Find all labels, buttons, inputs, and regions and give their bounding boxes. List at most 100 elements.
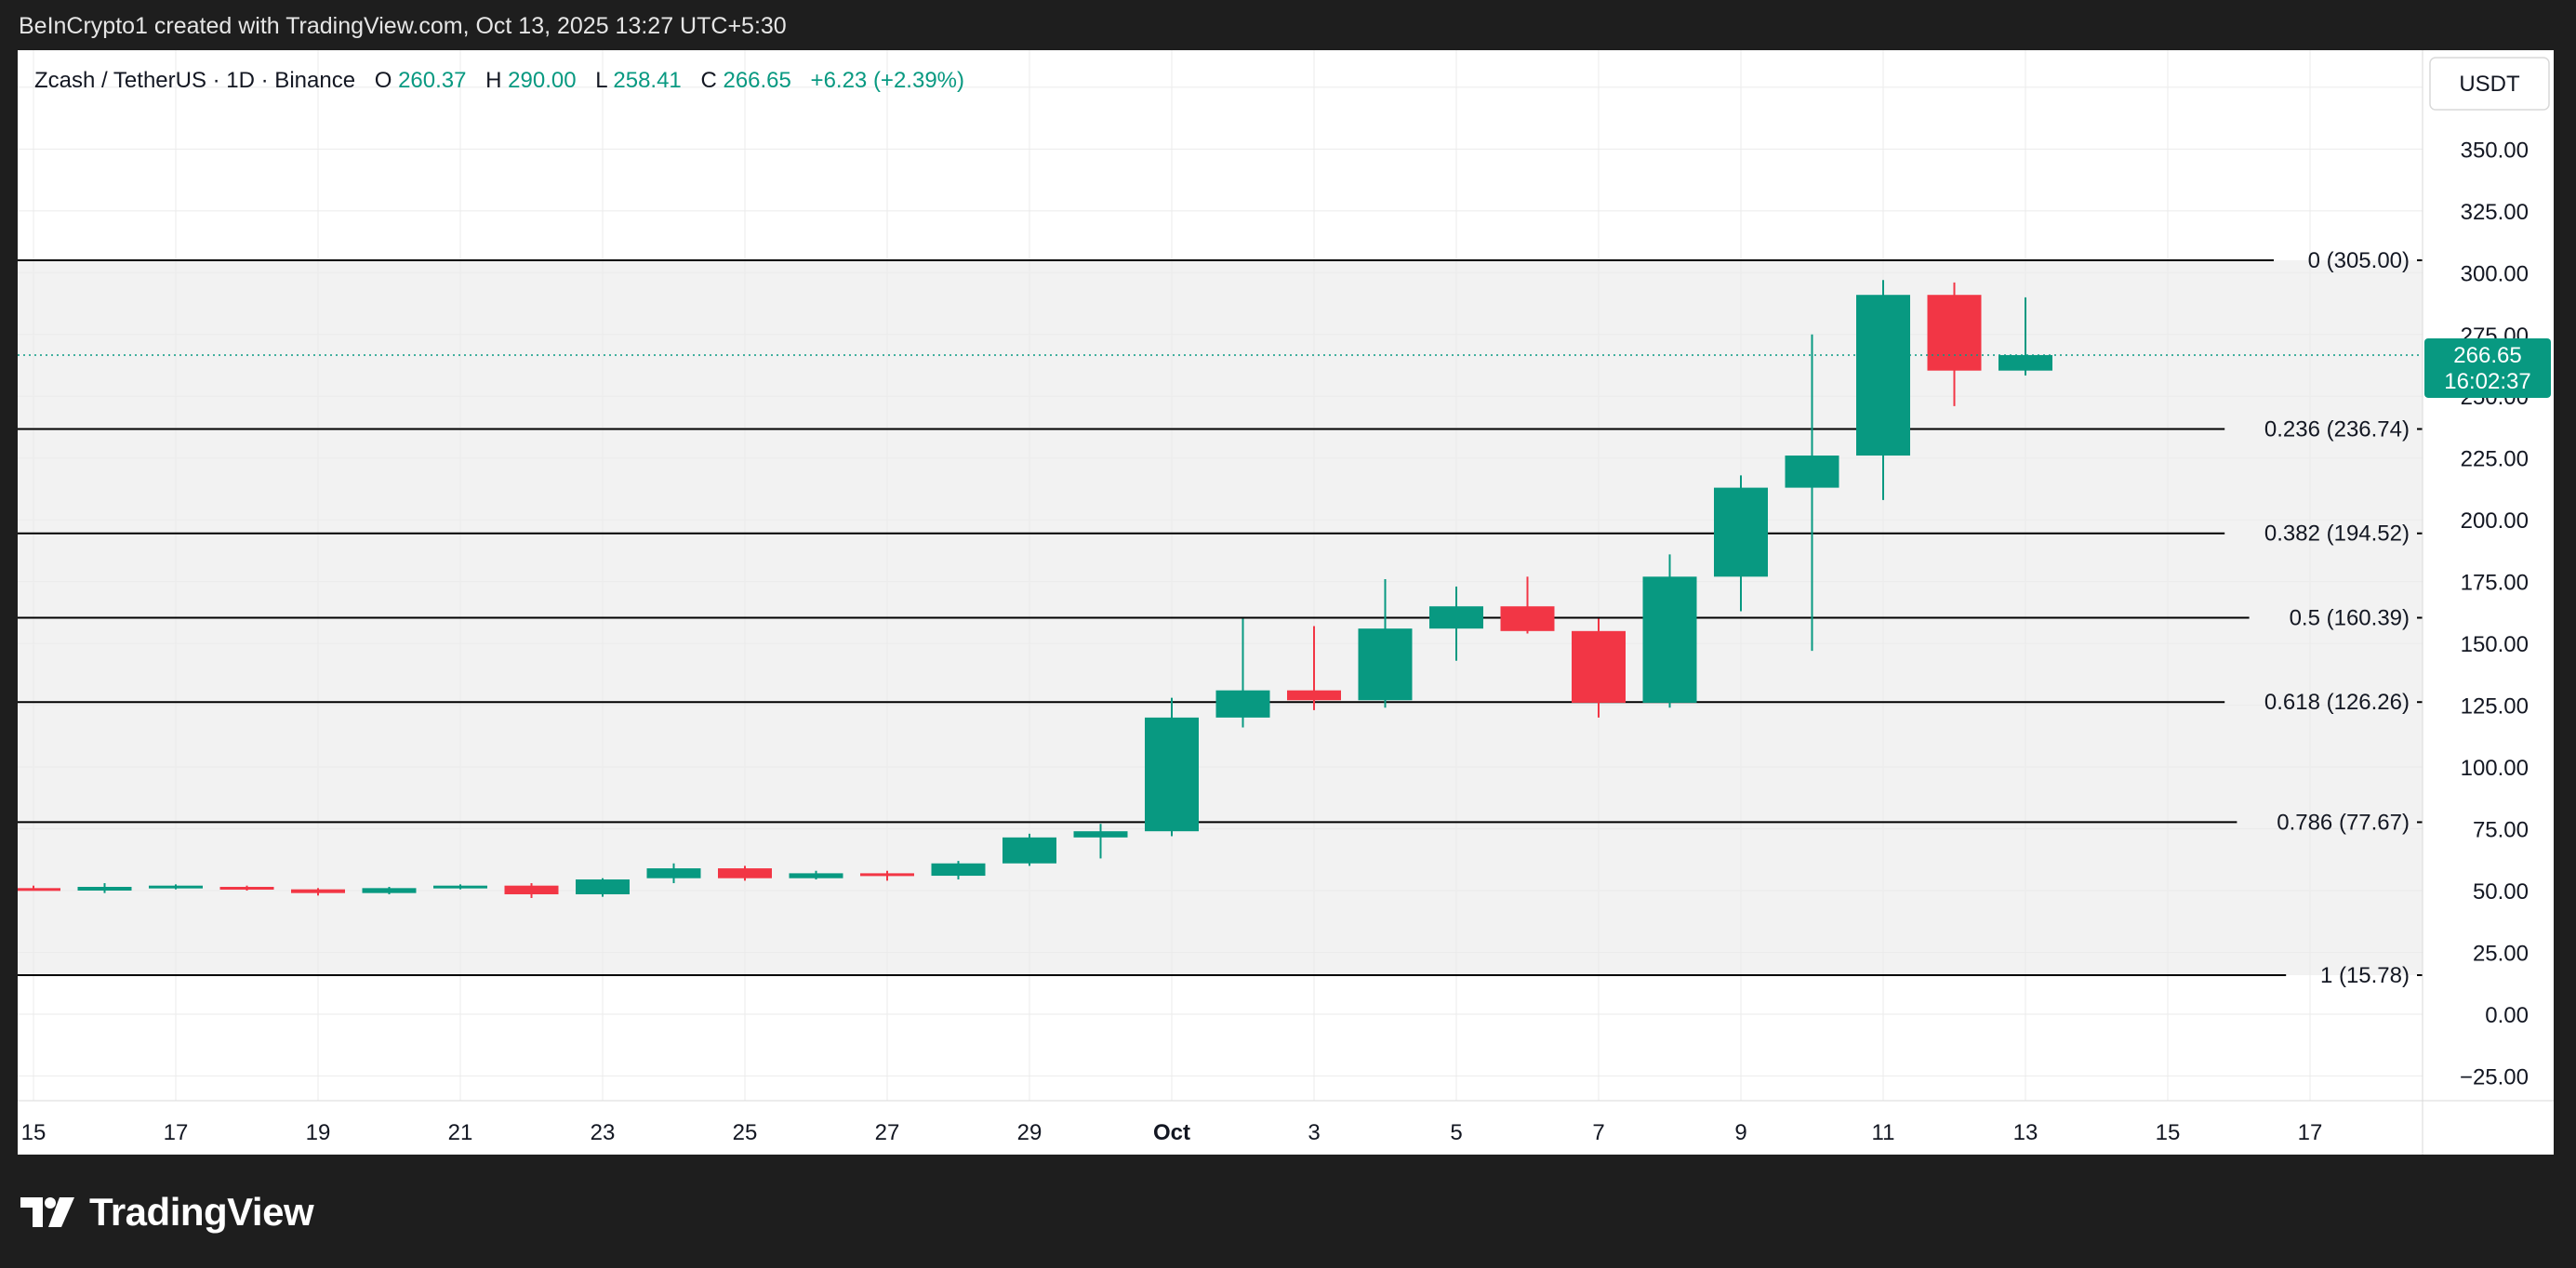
candle-body <box>1429 606 1483 629</box>
candle-body <box>1215 690 1270 718</box>
candle-body <box>291 889 345 893</box>
x-tick-label: 19 <box>306 1120 331 1145</box>
y-tick-label: 0.00 <box>2485 1003 2529 1028</box>
candle[interactable] <box>1927 282 1982 406</box>
candle-body <box>1998 354 2052 371</box>
currency-selector[interactable]: USDT <box>2429 57 2550 111</box>
candle-body <box>1856 295 1910 456</box>
x-tick-label: 9 <box>1734 1120 1746 1145</box>
candle[interactable] <box>576 878 630 897</box>
candle[interactable] <box>1642 554 1697 708</box>
low-label: L <box>595 68 607 93</box>
time-axis: 15 17 19 21 23 25 27 29 Oct 3 5 7 9 11 13 15 17 <box>21 1120 2323 1145</box>
x-tick-label: 7 <box>1592 1120 1604 1145</box>
high-label: H <box>485 68 501 93</box>
candle[interactable] <box>1998 297 2052 376</box>
close-value: 266.65 <box>723 68 790 93</box>
candle-body <box>1714 487 1768 577</box>
y-tick-label: 225.00 <box>2461 447 2529 472</box>
candle[interactable] <box>718 865 772 881</box>
candle-body <box>1927 295 1982 371</box>
tradingview-logo[interactable]: TradingView <box>20 1190 314 1235</box>
tradingview-logo-text: TradingView <box>89 1190 314 1234</box>
x-tick-label: 27 <box>875 1120 900 1145</box>
fib-level-label: 0 (305.00) <box>2308 248 2410 273</box>
x-tick-label: 11 <box>1872 1120 1895 1145</box>
candle[interactable] <box>504 883 559 898</box>
candle[interactable] <box>1145 697 1199 837</box>
y-tick-label: 200.00 <box>2461 509 2529 534</box>
candle-body <box>1785 456 1839 488</box>
candle-body <box>1358 628 1413 701</box>
candle-body <box>1145 717 1199 832</box>
y-tick-label: 300.00 <box>2461 261 2529 286</box>
x-tick-label: 25 <box>733 1120 758 1145</box>
candle[interactable] <box>1572 618 1626 718</box>
candle-body <box>149 885 203 889</box>
candle-body <box>1003 837 1056 864</box>
candle-body <box>860 873 914 877</box>
fib-level-label: 0.236 (236.74) <box>2264 416 2410 442</box>
x-tick-label: 13 <box>2013 1120 2038 1145</box>
candle-body <box>1073 831 1128 838</box>
tradingview-logo-icon <box>20 1197 74 1227</box>
candle[interactable] <box>1215 618 1270 728</box>
candle[interactable] <box>1429 586 1483 661</box>
candle[interactable] <box>291 888 345 896</box>
candle[interactable] <box>860 870 914 881</box>
symbol-title: Zcash / TetherUS · 1D · Binance <box>34 68 355 93</box>
candle[interactable] <box>1003 833 1056 866</box>
x-tick-label: 17 <box>164 1120 189 1145</box>
y-tick-label: 325.00 <box>2461 200 2529 225</box>
y-tick-label: −25.00 <box>2460 1064 2529 1090</box>
y-tick-label: 175.00 <box>2461 571 2529 596</box>
candle-body <box>77 887 132 891</box>
x-tick-label: 15 <box>21 1120 46 1145</box>
grid-lines <box>18 50 2423 1101</box>
fib-level-label: 0.382 (194.52) <box>2264 522 2410 547</box>
candle-body <box>789 873 843 878</box>
y-tick-label: 25.00 <box>2473 941 2529 966</box>
candle-body <box>362 888 417 893</box>
candle-body <box>576 879 630 894</box>
candle-body <box>1287 690 1341 701</box>
price-tag-countdown: 16:02:37 <box>2444 369 2530 394</box>
candle[interactable] <box>433 884 487 890</box>
candle[interactable] <box>789 870 843 880</box>
candle[interactable] <box>646 863 701 884</box>
open-value: 260.37 <box>398 68 466 93</box>
candle[interactable] <box>1500 576 1555 634</box>
candles <box>18 280 2052 898</box>
high-value: 290.00 <box>508 68 576 93</box>
x-tick-label: 21 <box>448 1120 473 1145</box>
candle-body <box>433 885 487 889</box>
candle[interactable] <box>1856 280 1910 500</box>
candle[interactable] <box>219 885 274 891</box>
x-tick-label: 17 <box>2298 1120 2323 1145</box>
open-label: O <box>375 68 392 93</box>
fibonacci-retracement: 0 (305.00) 0.236 (236.74) 0.382 (194.52) 0.… <box>18 248 2423 988</box>
y-tick-label: 125.00 <box>2461 694 2529 720</box>
candle[interactable] <box>1714 475 1768 612</box>
y-tick-label: 100.00 <box>2461 756 2529 781</box>
candle-body <box>1572 630 1626 703</box>
candlestick-chart[interactable]: 0 (305.00) 0.236 (236.74) 0.382 (194.52) 0.… <box>18 50 2554 1155</box>
candle[interactable] <box>149 884 203 890</box>
fib-level-label: 1 (15.78) <box>2320 963 2410 988</box>
candle[interactable] <box>18 885 60 892</box>
candle[interactable] <box>1073 824 1128 859</box>
chart-panel[interactable]: 0 (305.00) 0.236 (236.74) 0.382 (194.52) 0.… <box>18 50 2554 1155</box>
candle-body <box>1500 606 1555 631</box>
current-price-tag: 266.65 16:02:37 <box>2424 337 2551 398</box>
y-tick-label: 75.00 <box>2473 818 2529 843</box>
candle[interactable] <box>931 861 986 880</box>
candle[interactable] <box>77 883 132 893</box>
legend-line: Zcash / TetherUS · 1D · Binance O 260.37… <box>34 68 964 93</box>
x-tick-label: 5 <box>1450 1120 1462 1145</box>
candle[interactable] <box>1358 578 1413 708</box>
candle[interactable] <box>362 887 417 894</box>
candle[interactable] <box>1785 334 1839 652</box>
fib-level-label: 0.618 (126.26) <box>2264 690 2410 715</box>
candle[interactable] <box>1287 626 1341 710</box>
x-tick-label: 29 <box>1017 1120 1042 1145</box>
